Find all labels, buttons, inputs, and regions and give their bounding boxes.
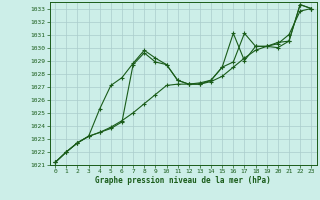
X-axis label: Graphe pression niveau de la mer (hPa): Graphe pression niveau de la mer (hPa): [95, 176, 271, 185]
